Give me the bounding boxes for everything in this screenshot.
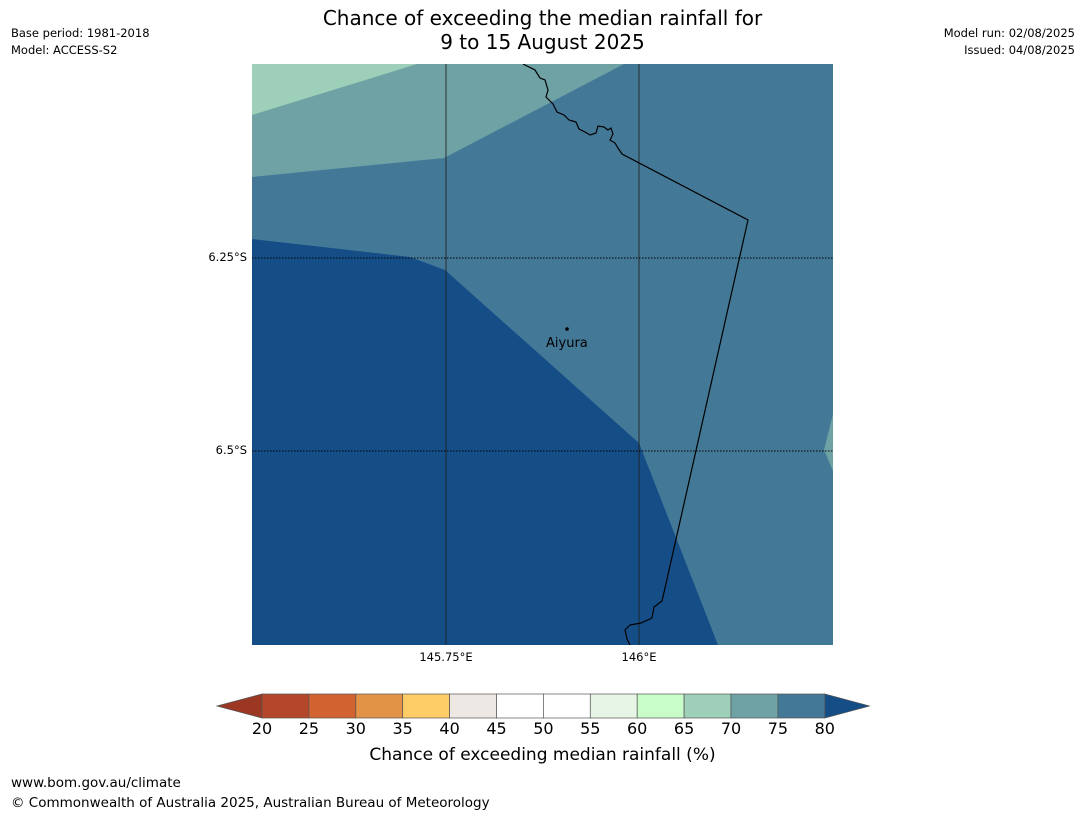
colorbar-segment [402,693,450,719]
colorbar-tick-label: 80 [814,719,835,738]
colorbar-segment [683,693,732,719]
colorbar-tick-label: 55 [580,719,601,738]
colorbar-over-arrow [824,693,872,719]
colorbar-segment [449,693,497,719]
colorbar-tick-label: 50 [533,719,554,738]
meta-left: Base period: 1981-2018 Model: ACCESS-S2 [11,25,150,59]
colorbar [215,692,872,724]
colorbar-segment [496,693,544,719]
colorbar-under-arrow [215,693,263,719]
aiyura-label: Aiyura [546,336,588,351]
colorbar-segment [589,693,638,719]
province-boundary [522,64,749,645]
footer-copyright: © Commonwealth of Australia 2025, Austra… [11,795,490,811]
base-period-text: Base period: 1981-2018 [11,26,150,40]
lon-label-145-75: 145.75°E [419,650,473,664]
colorbar-tick-label: 25 [298,719,320,738]
title-line-1: Chance of exceeding the median rainfall … [322,6,763,30]
model-text: Model: ACCESS-S2 [11,43,118,57]
region-65-70 [252,64,417,115]
colorbar-segment [636,693,685,719]
map-title: Chance of exceeding the median rainfall … [0,6,1085,54]
region-70-75-east [824,414,833,471]
colorbar-tick-label: 60 [627,719,648,738]
region-80-plus [252,239,718,645]
lon-label-146: 146°E [621,650,657,664]
map-svg [252,64,833,645]
colorbar-tick-label: 45 [486,719,507,738]
footer-url[interactable]: www.bom.gov.au/climate [11,775,181,791]
map-panel[interactable] [252,64,833,645]
colorbar-tick-label: 30 [345,719,366,738]
issued-text: Issued: 04/08/2025 [964,43,1075,57]
colorbar-segment [355,693,404,719]
aiyura-marker[interactable] [565,327,569,331]
colorbar-segment [777,693,826,719]
colorbar-tick-label: 70 [720,719,742,738]
title-line-2: 9 to 15 August 2025 [440,30,645,54]
colorbar-svg [215,693,872,719]
colorbar-segment [543,693,591,719]
colorbar-label: Chance of exceeding median rainfall (%) [369,745,716,765]
colorbar-tick-label: 35 [392,719,413,738]
region-70-75 [252,64,624,177]
lat-label-6-25: 6.25°S [208,250,247,264]
lat-label-6-5: 6.5°S [215,443,247,457]
colorbar-tick-label: 40 [439,719,460,738]
colorbar-tick-label: 20 [251,719,273,738]
colorbar-segment [261,693,310,719]
model-run-text: Model run: 02/08/2025 [943,26,1075,40]
colorbar-tick-label: 75 [767,719,789,738]
meta-right: Model run: 02/08/2025 Issued: 04/08/2025 [944,25,1075,59]
colorbar-segment [730,693,779,719]
colorbar-segment [308,693,357,719]
colorbar-tick-label: 65 [673,719,695,738]
